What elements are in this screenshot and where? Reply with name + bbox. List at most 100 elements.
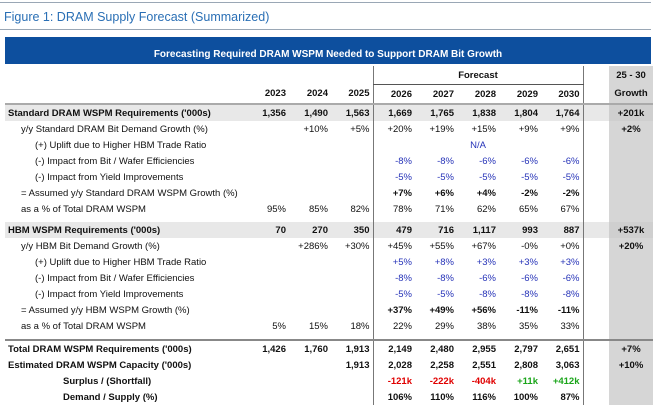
year-label: 2025 — [331, 84, 373, 105]
forecast-table: Forecast 25 - 30 2023 2024 2025 2026 2027 2028 2… — [5, 66, 653, 405]
row-label: (-) Impact from Bit / Wafer Efficiencies — [35, 155, 195, 167]
growth-cell — [609, 373, 653, 389]
value-cell: +15% — [471, 123, 496, 135]
row-label: (+) Uplift due to Higher HBM Trade Ratio — [35, 256, 207, 268]
growth-cell — [609, 302, 653, 318]
value-cell: N/A — [470, 139, 486, 151]
header-cell — [331, 66, 373, 85]
value-cell: 2,551 — [472, 359, 496, 371]
value-cell: 87% — [541, 389, 584, 405]
banner: Forecasting Required DRAM WSPM Needed to… — [5, 37, 651, 64]
growth-cell — [609, 169, 653, 185]
value-cell: +67% — [471, 240, 496, 252]
value-cell: -8% — [521, 288, 538, 300]
spacer — [583, 169, 609, 185]
spacer — [583, 339, 609, 357]
value-cell: -5% — [372, 169, 415, 185]
table-row: (-) Impact from Bit / Wafer Efficiencies… — [5, 153, 653, 169]
row-label: HBM WSPM Requirements ('000s) — [5, 222, 247, 238]
header-cell — [247, 66, 289, 85]
value-cell — [247, 153, 289, 169]
value-cell: 1,117 — [457, 222, 499, 238]
value-cell: +412k — [541, 373, 584, 389]
blank-cell — [541, 334, 584, 340]
row-label: Estimated DRAM WSPM Capacity ('000s) — [8, 359, 192, 371]
year-label: 2027 — [415, 84, 457, 105]
row-label: Standard DRAM WSPM Requirements ('000s) — [5, 104, 247, 121]
value-cell: 82% — [350, 203, 370, 215]
spacer — [583, 373, 609, 389]
spacer — [583, 254, 609, 270]
figure-title: Figure 1: DRAM Supply Forecast (Summariz… — [0, 2, 651, 30]
spacer — [583, 222, 609, 238]
value-cell: +5% — [350, 123, 370, 135]
blank-cell — [372, 217, 415, 222]
value-cell: 1,804 — [499, 104, 541, 121]
value-cell — [247, 373, 289, 389]
table-row: HBM WSPM Requirements ('000s) 70 270 350 479… — [5, 222, 653, 238]
row-label: (-) Impact from Yield Improvements — [35, 288, 184, 300]
value-cell: 887 — [541, 222, 584, 238]
value-cell — [289, 373, 331, 389]
growth-cell: +537k — [609, 222, 653, 238]
row-label: = Assumed y/y Standard DRAM WSPM Growth … — [21, 187, 238, 199]
value-cell: -5% — [437, 288, 454, 300]
value-cell: 479 — [372, 222, 415, 238]
spacer — [583, 302, 609, 318]
value-cell — [331, 302, 373, 318]
value-cell: 1,563 — [331, 104, 373, 121]
row-label: Demand / Supply (%) — [63, 391, 158, 403]
value-cell — [372, 137, 415, 153]
value-cell: 38% — [476, 320, 496, 332]
value-cell: -6% — [541, 153, 584, 169]
spacer — [583, 389, 609, 405]
value-cell — [247, 254, 289, 270]
table-row: Surplus / (Shortfall) -121k -222k -404k +11k… — [5, 373, 653, 389]
value-cell: +286% — [298, 240, 328, 252]
year-label: 2026 — [372, 84, 415, 105]
value-cell — [331, 137, 373, 153]
table-row: (+) Uplift due to Higher HBM Trade Ratio… — [5, 137, 653, 153]
value-cell — [247, 121, 289, 137]
value-cell: 2,258 — [430, 359, 454, 371]
forecast-label: Forecast — [372, 66, 584, 85]
value-cell: +4% — [476, 187, 496, 199]
value-cell: +0% — [541, 238, 584, 254]
growth-cell: +7% — [609, 339, 653, 357]
value-cell — [331, 185, 373, 201]
value-cell: 716 — [415, 222, 457, 238]
value-cell — [289, 185, 331, 201]
row-label: Total DRAM WSPM Requirements ('000s) — [5, 339, 247, 357]
value-cell: +7% — [372, 185, 415, 201]
value-cell: -11% — [516, 304, 538, 316]
value-cell: 2,651 — [541, 339, 584, 357]
value-cell: 1,838 — [457, 104, 499, 121]
growth-cell: +201k — [609, 104, 653, 121]
value-cell — [289, 254, 331, 270]
table-row: as a % of Total DRAM WSPM 95% 85% 82% 78% 71%… — [5, 201, 653, 217]
value-cell: +55% — [429, 240, 454, 252]
table-row: (+) Uplift due to Higher HBM Trade Ratio… — [5, 254, 653, 270]
value-cell: -6% — [521, 272, 538, 284]
year-label: 2029 — [499, 84, 541, 105]
blank-cell — [609, 217, 653, 222]
table-row: y/y Standard DRAM Bit Demand Growth (%) +… — [5, 121, 653, 137]
value-cell: -6% — [521, 155, 538, 167]
row-label: as a % of Total DRAM WSPM — [21, 320, 146, 332]
value-cell: -2% — [521, 187, 538, 199]
blank-cell — [609, 334, 653, 340]
header-row: 2023 2024 2025 2026 2027 2028 2029 2030 Growth — [5, 84, 653, 105]
value-cell: 350 — [331, 222, 373, 238]
spacer — [583, 238, 609, 254]
value-cell — [247, 238, 289, 254]
value-cell: -222k — [429, 375, 454, 387]
value-cell: 85% — [308, 203, 328, 215]
spacer — [583, 153, 609, 169]
value-cell: -8% — [437, 155, 454, 167]
value-cell: 18% — [350, 320, 370, 332]
value-cell: -6% — [541, 270, 584, 286]
value-cell: 1,426 — [247, 339, 289, 357]
row-label: (+) Uplift due to Higher HBM Trade Ratio — [35, 139, 207, 151]
value-cell: 1,913 — [331, 339, 373, 357]
